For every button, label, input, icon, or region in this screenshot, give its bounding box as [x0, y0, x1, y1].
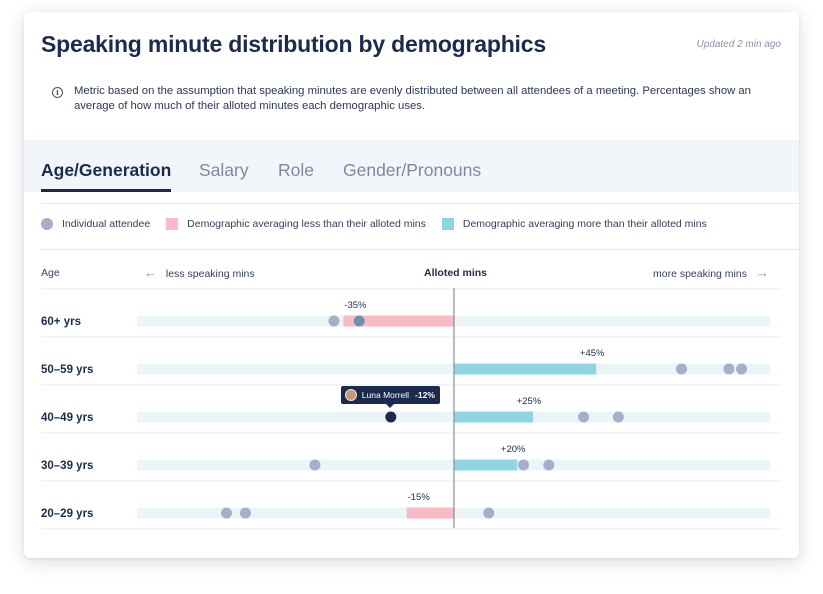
average-bar-50-59-yrs [454, 363, 597, 375]
more-header-label: more speaking mins [653, 268, 747, 280]
average-bar-30-39-yrs [454, 459, 518, 471]
tab-role[interactable]: Role [278, 160, 314, 180]
legend: Individual attendee Demographic averagin… [41, 218, 723, 230]
attendee-dot [518, 459, 530, 471]
legend-less-swatch [166, 218, 179, 230]
average-label-60-yrs: -35% [344, 300, 367, 311]
avatar-icon [344, 389, 357, 401]
category-label-20-29-yrs: 20–29 yrs [41, 508, 93, 520]
more-header: more speaking mins → [653, 265, 769, 280]
highlighted-attendee-dot [385, 411, 397, 423]
legend-more-label: Demographic averaging more than their al… [462, 218, 707, 230]
tab-age-generation[interactable]: Age/Generation [41, 160, 172, 192]
average-bar-60-yrs [343, 315, 454, 327]
chart-card: Speaking minute distribution by demograp… [24, 12, 799, 558]
tab-bar: Age/Generation Salary Role Gender/Pronou… [24, 140, 799, 192]
updated-timestamp: Updated 2 min ago [696, 39, 781, 50]
legend-more: Demographic averaging more than their al… [441, 218, 707, 230]
average-label-20-29-yrs: -15% [408, 492, 431, 503]
arrow-left-icon: ← [144, 265, 157, 280]
info-text: Metric based on the assumption that spea… [74, 85, 751, 112]
less-header: ← less speaking mins [144, 265, 255, 280]
average-label-30-39-yrs: +20% [501, 444, 526, 455]
info-note: i Metric based on the assumption that sp… [52, 84, 772, 114]
attendee-tooltip: Luna Morrell -12% [340, 386, 440, 408]
average-label-50-59-yrs: +45% [580, 348, 605, 359]
attendee-dot [723, 363, 735, 375]
less-header-label: less speaking mins [165, 268, 255, 280]
legend-less: Demographic averaging less than their al… [166, 218, 426, 230]
average-bar-40-49-yrs [454, 411, 533, 423]
attendee-dot [483, 507, 495, 519]
divider [41, 203, 799, 204]
attendee-dot [612, 411, 624, 423]
tab-salary[interactable]: Salary [199, 160, 249, 180]
category-label-40-49-yrs: 40–49 yrs [41, 412, 93, 424]
category-label-30-39-yrs: 30–39 yrs [41, 460, 93, 472]
chart-plot: 60+ yrs -35% 50–59 yrs +45% 40–49 yrs +25% 30–… [41, 288, 782, 530]
category-label-50-59-yrs: 50–59 yrs [41, 364, 93, 376]
page-title: Speaking minute distribution by demograp… [41, 31, 546, 57]
legend-attendee: Individual attendee [41, 218, 150, 230]
attendee-dot [220, 507, 232, 519]
column-header-age: Age [41, 267, 60, 279]
attendee-dot [543, 459, 555, 471]
legend-dot-icon [41, 218, 53, 230]
center-header: Alloted mins [424, 267, 488, 279]
average-bar-20-29-yrs [406, 507, 454, 519]
tab-gender-pronouns[interactable]: Gender/Pronouns [343, 160, 482, 180]
category-label-60-yrs: 60+ yrs [41, 316, 81, 328]
attendee-dot [309, 459, 321, 471]
tooltip-value: -12% [415, 390, 435, 400]
attendee-dot [239, 507, 251, 519]
divider [41, 249, 799, 250]
tooltip-name: Luna Morrell [361, 390, 410, 400]
attendee-dot [578, 411, 590, 423]
legend-attendee-label: Individual attendee [62, 218, 151, 230]
attendee-dot [353, 315, 365, 327]
arrow-right-icon: → [755, 265, 769, 280]
average-label-40-49-yrs: +25% [517, 396, 542, 407]
attendee-dot [676, 363, 688, 375]
legend-more-swatch [441, 218, 454, 230]
attendee-dot [328, 315, 340, 327]
info-icon: i [52, 87, 63, 98]
legend-less-label: Demographic averaging less than their al… [187, 218, 426, 230]
attendee-dot [736, 363, 748, 375]
